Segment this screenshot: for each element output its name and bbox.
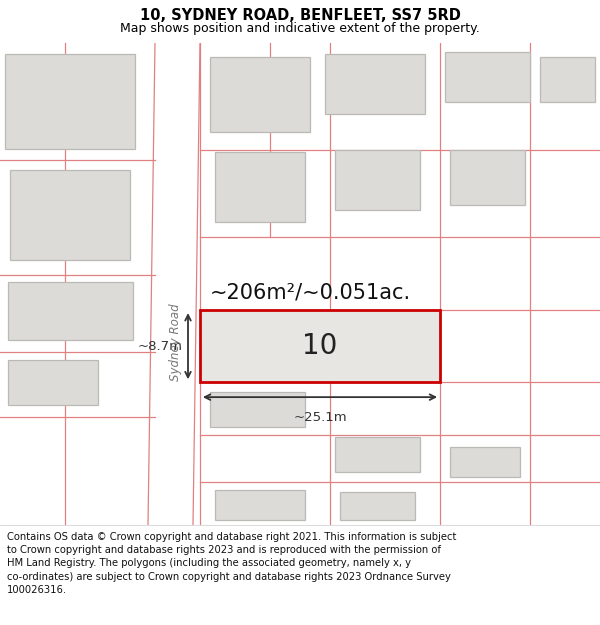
Bar [335,437,420,472]
Bar [8,282,133,340]
Bar [10,171,130,260]
Bar [335,151,420,211]
Text: ~25.1m: ~25.1m [293,411,347,424]
Text: 10, SYDNEY ROAD, BENFLEET, SS7 5RD: 10, SYDNEY ROAD, BENFLEET, SS7 5RD [140,8,460,22]
Bar [540,58,595,102]
Text: Map shows position and indicative extent of the property.: Map shows position and indicative extent… [120,22,480,35]
Bar [450,151,525,206]
Bar [8,360,98,405]
Polygon shape [148,42,200,525]
Bar [210,58,310,132]
Text: ~8.7m: ~8.7m [138,339,183,352]
Text: 10: 10 [302,332,338,360]
Bar [215,490,305,520]
Text: ~206m²/~0.051ac.: ~206m²/~0.051ac. [210,282,411,302]
Text: Sydney Road: Sydney Road [169,303,182,381]
Bar [5,54,135,149]
Bar [325,54,425,114]
Bar [450,447,520,477]
Bar [445,52,530,102]
Bar [215,152,305,222]
Bar [340,492,415,520]
Bar [215,320,295,372]
Bar [210,392,305,427]
Text: Contains OS data © Crown copyright and database right 2021. This information is : Contains OS data © Crown copyright and d… [7,532,457,595]
Bar [200,310,440,382]
